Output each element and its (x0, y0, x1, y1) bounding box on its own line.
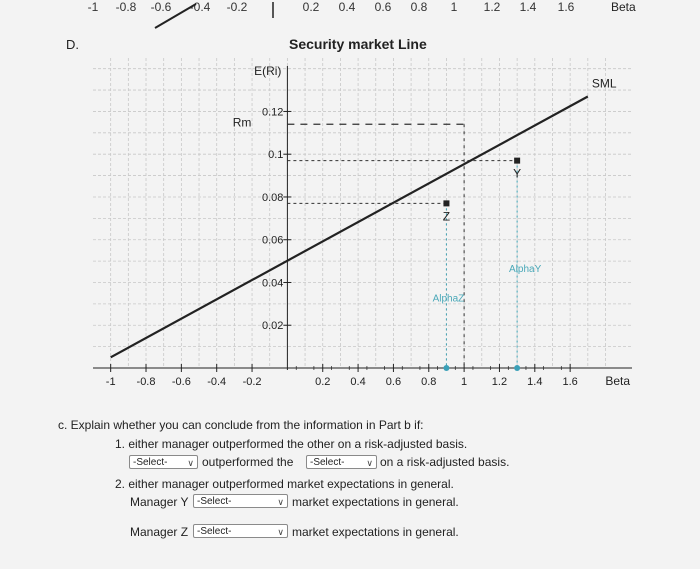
alpha-z-label: AlphaZ (433, 294, 465, 305)
x-tick-label: 1.6 (562, 376, 577, 388)
top-tick: 0.6 (374, 0, 392, 14)
x-tick-label: 0.4 (350, 376, 365, 388)
chevron-down-icon: ∨ (277, 527, 284, 537)
sml-label: SML (592, 76, 617, 90)
chart-title: Security market Line (289, 36, 427, 52)
top-tick: 1.2 (483, 0, 501, 14)
manager-z-label: Manager Z (130, 525, 189, 539)
point-z-label: Z (443, 209, 450, 223)
rm-label: Rm (233, 115, 252, 129)
y-tick-label: 0.12 (262, 106, 283, 118)
manager-y-label: Manager Y (130, 495, 189, 509)
y-tick-label: 0.06 (262, 235, 283, 247)
top-tick: 1.4 (519, 0, 537, 14)
top-cropped-axis: -1 -0.8 -0.6 -0.4 -0.2 0.2 0.4 0.6 0.8 1… (0, 0, 700, 29)
y-axis-label: E(Ri) (254, 64, 281, 78)
point-z-marker (443, 200, 450, 207)
x-tick-label: -0.6 (172, 376, 191, 388)
top-tick: 0.2 (302, 0, 320, 14)
point-y-marker (514, 157, 521, 164)
top-tick: 1.6 (557, 0, 575, 14)
q1-select-b-value: -Select- (310, 457, 345, 468)
top-cropped-line (154, 2, 274, 29)
x-tick-label: -0.8 (137, 376, 156, 388)
manager-y-tail: market expectations in general. (292, 495, 459, 509)
alpha-z-marker (443, 365, 450, 371)
manager-z-select-value: -Select- (197, 526, 232, 537)
x-tick-label: -0.2 (243, 376, 262, 388)
top-tick: -0.8 (115, 0, 137, 14)
x-tick-label: -0.4 (207, 376, 226, 388)
manager-z-select[interactable]: -Select- ∨ (193, 524, 288, 538)
x-tick-label: 0.6 (386, 376, 401, 388)
alpha-y-label: AlphaY (509, 264, 542, 275)
q1-tail-text: on a risk-adjusted basis. (380, 455, 510, 469)
x-tick-label: 1.4 (527, 376, 542, 388)
chevron-down-icon: ∨ (277, 497, 284, 507)
top-tick: -0.2 (226, 0, 248, 14)
x-tick-label: 0.2 (315, 376, 330, 388)
x-axis-label: Beta (605, 374, 630, 388)
x-tick-label: 1.2 (492, 376, 507, 388)
question-1: 1. either manager outperformed the other… (115, 437, 468, 451)
y-tick-label: 0.1 (268, 149, 283, 161)
y-tick-label: 0.04 (262, 277, 283, 289)
x-tick-label: -1 (106, 376, 116, 388)
y-tick-label: 0.02 (262, 320, 283, 332)
question-2: 2. either manager outperformed market ex… (115, 477, 454, 491)
top-tick: 0.4 (338, 0, 356, 14)
sml-chart: -1 -0.8 -0.6 -0.4 -0.2 0.2 0.4 0.6 0.8 1 1.2 1.4 1.6… (93, 58, 632, 388)
top-tick: 1 (450, 0, 458, 14)
manager-y-select-value: -Select- (197, 496, 232, 507)
sml-line (110, 95, 589, 359)
alpha-y-marker (514, 365, 521, 371)
top-tick: 0.8 (410, 0, 428, 14)
top-tick: -1 (87, 0, 99, 14)
manager-z-tail: market expectations in general. (292, 525, 459, 539)
part-label: D. (66, 37, 79, 52)
x-tick-label: 0.8 (421, 376, 436, 388)
q1-manager-select-a[interactable]: -Select- ∨ (129, 455, 198, 469)
chevron-down-icon: ∨ (187, 458, 194, 468)
chevron-down-icon: ∨ (366, 458, 373, 468)
manager-y-select[interactable]: -Select- ∨ (193, 494, 288, 508)
top-tick: -0.6 (150, 0, 172, 14)
y-tick-label: 0.08 (262, 192, 283, 204)
top-tick: -0.4 (189, 0, 211, 14)
question-intro: c. Explain whether you can conclude from… (58, 418, 424, 432)
x-tick-label: 1 (461, 376, 467, 388)
q1-select-a-value: -Select- (133, 457, 168, 468)
point-y-label: Y (513, 167, 521, 181)
q1-manager-select-b[interactable]: -Select- ∨ (306, 455, 377, 469)
q1-mid-text: outperformed the (202, 455, 294, 469)
top-beta-label: Beta (611, 0, 636, 14)
